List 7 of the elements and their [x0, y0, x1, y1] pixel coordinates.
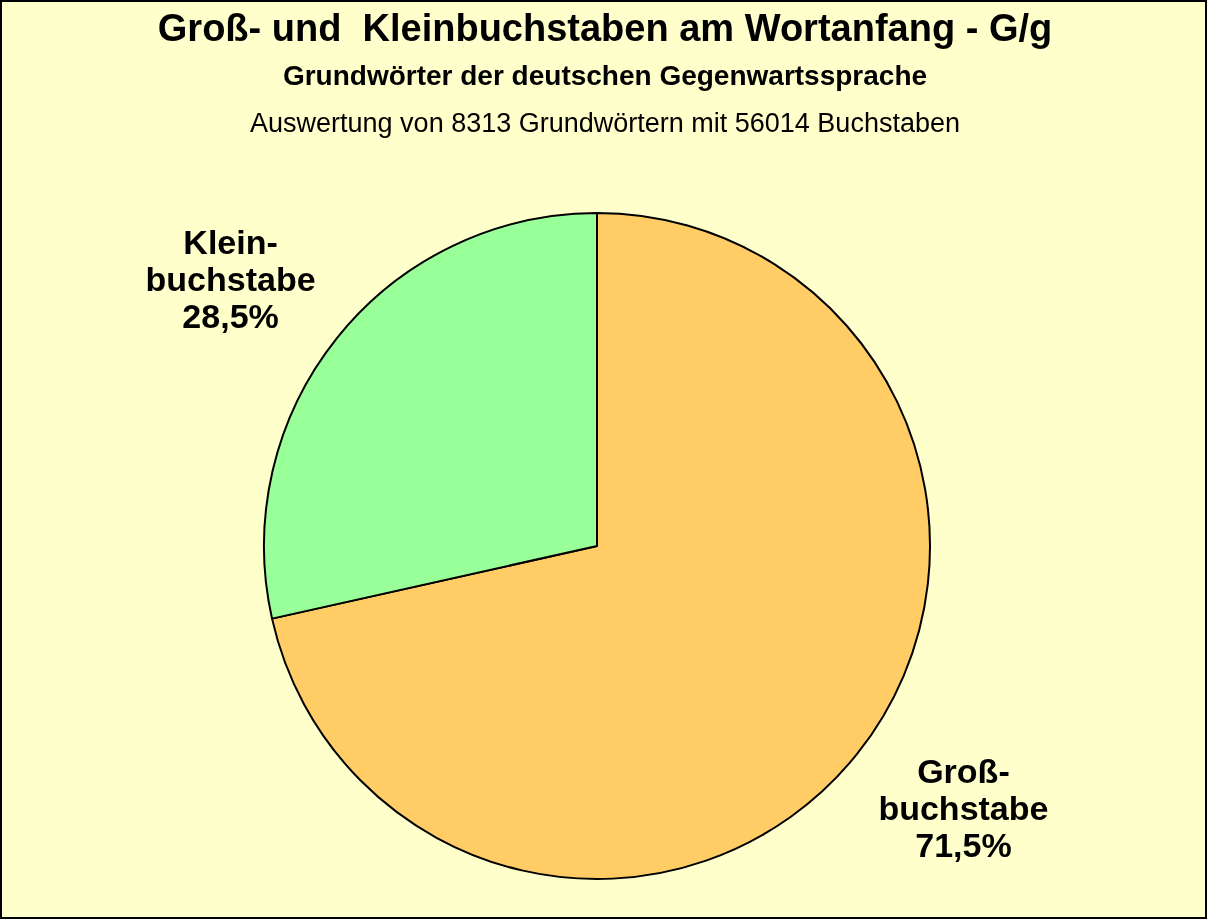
chart-subtitle: Grundwörter der deutschen Gegenwartssprache: [282, 59, 928, 91]
text: Auswertung von 8313 Grundwörtern mit 56014 Buchstaben: [250, 108, 960, 139]
chart-title: Groß- und Kleinbuchstaben am Wortanfang - G/g: [157, 7, 1053, 50]
slice-label: Klein- buchstabe: [145, 222, 316, 298]
slice-label: Groß- buchstabe: [878, 751, 1049, 827]
data-label: 71,5%: [915, 825, 1012, 864]
data-label: 28,5%: [182, 296, 279, 335]
